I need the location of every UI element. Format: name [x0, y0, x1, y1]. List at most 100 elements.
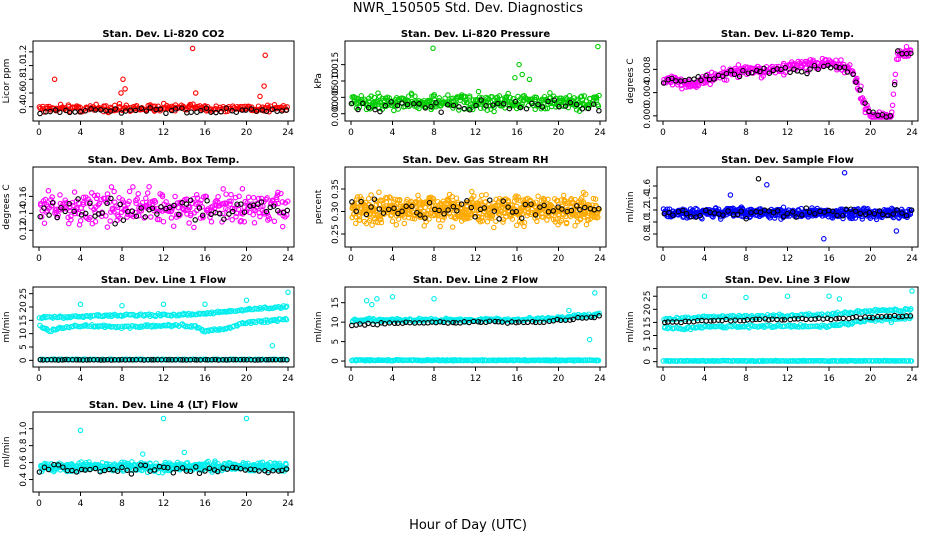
data-point — [246, 305, 253, 312]
data-point — [378, 198, 384, 204]
x-tick-label: 4 — [390, 128, 396, 138]
data-point — [130, 184, 136, 190]
data-point — [198, 107, 204, 114]
y-axis-label: ml/min — [626, 311, 636, 342]
data-point — [376, 189, 382, 196]
series-2 — [349, 196, 602, 222]
data-point — [727, 192, 734, 198]
data-point — [203, 328, 209, 334]
series-1 — [349, 290, 602, 343]
data-point — [784, 293, 791, 299]
data-point — [892, 71, 899, 78]
x-tick-label: 24 — [594, 374, 606, 384]
data-point — [812, 316, 818, 322]
data-point — [885, 212, 891, 219]
data-point — [149, 205, 156, 212]
data-point — [141, 215, 147, 221]
data-point — [173, 312, 180, 319]
data-point — [433, 99, 439, 106]
data-point — [903, 212, 910, 219]
x-tick-label: 4 — [78, 499, 84, 509]
data-point — [159, 193, 166, 200]
series-1 — [37, 184, 291, 231]
data-point — [160, 356, 167, 363]
data-point — [453, 195, 460, 201]
data-point — [147, 105, 153, 111]
data-point — [163, 356, 169, 363]
data-point — [239, 186, 246, 192]
data-point — [688, 213, 694, 220]
data-point — [512, 98, 519, 105]
x-tick-label: 20 — [553, 128, 565, 138]
data-point — [810, 57, 816, 63]
data-point — [163, 110, 169, 117]
data-point — [850, 71, 856, 78]
data-point — [588, 314, 594, 320]
y-tick-label: 0.4 — [19, 99, 29, 114]
data-point — [101, 357, 107, 363]
series-2 — [661, 176, 915, 222]
data-point — [558, 217, 565, 224]
data-point — [832, 322, 838, 329]
plot-frame — [344, 286, 607, 368]
data-point — [907, 313, 914, 319]
data-point — [568, 207, 575, 214]
data-point — [678, 326, 685, 332]
data-point — [354, 194, 361, 200]
y-tick-label: 0 — [643, 359, 653, 365]
data-point — [473, 102, 479, 109]
data-point — [833, 64, 839, 70]
data-point — [109, 323, 116, 330]
y-tick-label: 15 — [643, 317, 653, 328]
data-point — [720, 65, 726, 71]
data-point — [73, 357, 80, 363]
data-point — [533, 199, 539, 205]
data-point — [399, 208, 405, 215]
data-point — [378, 219, 385, 226]
x-tick-label: 4 — [390, 254, 396, 264]
data-point — [221, 216, 227, 222]
data-point — [220, 357, 226, 363]
data-point — [107, 218, 113, 224]
data-point — [862, 100, 868, 106]
x-tick-label: 24 — [906, 128, 918, 138]
y-tick-label: 0.005 — [331, 84, 341, 110]
data-point — [581, 93, 588, 99]
data-point — [92, 107, 99, 113]
data-point — [220, 210, 226, 217]
data-point — [807, 66, 813, 72]
data-point — [37, 110, 43, 117]
data-point — [191, 356, 198, 363]
data-point — [283, 304, 289, 310]
data-point — [192, 217, 198, 223]
data-point — [514, 196, 520, 203]
data-point — [129, 208, 136, 214]
data-point — [165, 312, 172, 318]
x-tick-label: 12 — [158, 374, 169, 384]
x-tick-label: 4 — [78, 254, 84, 264]
data-point — [358, 198, 364, 205]
data-point — [532, 212, 539, 218]
data-point — [269, 356, 276, 363]
data-point — [217, 211, 223, 217]
data-point — [461, 105, 468, 112]
data-point — [104, 200, 110, 207]
data-point — [499, 319, 505, 325]
data-point — [169, 357, 175, 363]
data-point — [136, 212, 142, 219]
data-point — [202, 301, 208, 308]
data-point — [118, 110, 125, 116]
data-point — [119, 302, 125, 309]
x-tick-label: 12 — [470, 254, 481, 264]
data-point — [874, 308, 880, 315]
data-point — [596, 108, 602, 114]
data-point — [232, 308, 239, 314]
data-point — [416, 101, 422, 107]
data-point — [723, 316, 729, 323]
y-axis-label: ml/min — [626, 191, 636, 222]
data-point — [479, 218, 486, 224]
data-point — [45, 188, 52, 194]
data-point — [394, 102, 401, 109]
data-point — [875, 313, 881, 320]
data-point — [112, 323, 118, 330]
